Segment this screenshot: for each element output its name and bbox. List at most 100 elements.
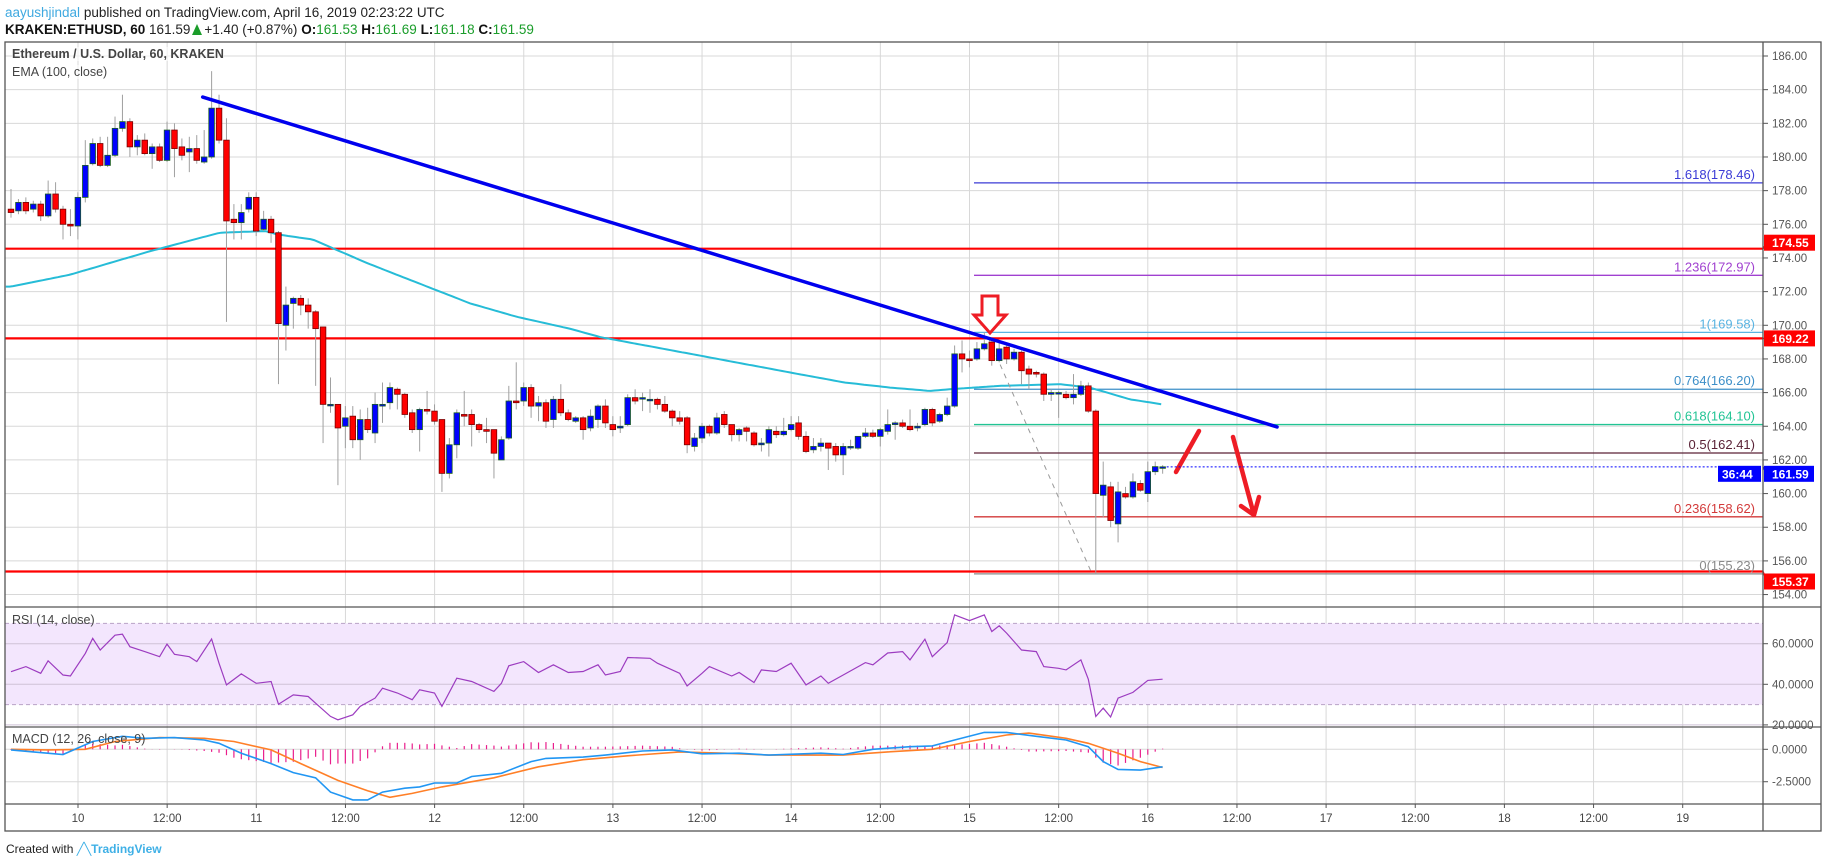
- candle-body: [1070, 393, 1077, 399]
- macd-tick-label: 0.0000: [1772, 744, 1807, 756]
- candle: [743, 426, 750, 442]
- candle: [319, 326, 327, 444]
- candle-body: [275, 232, 282, 324]
- price-tick-label: 174.00: [1772, 253, 1807, 265]
- candle-body: [565, 412, 572, 420]
- candle: [193, 135, 200, 164]
- rsi-tick-label: 40.0000: [1772, 679, 1814, 691]
- candle-body: [646, 398, 654, 402]
- candle-body: [995, 348, 1003, 362]
- candle-body: [639, 397, 646, 400]
- candle: [30, 200, 37, 213]
- price-tag-label: 174.55: [1772, 236, 1809, 250]
- macd-signal-line: [10, 732, 1163, 799]
- author-link[interactable]: aayushjindal: [5, 5, 81, 20]
- candle: [758, 438, 765, 452]
- candle-body: [691, 437, 698, 447]
- price-tick-label: 158.00: [1772, 522, 1807, 534]
- candle-body: [505, 400, 513, 439]
- candle: [290, 296, 297, 329]
- candle: [104, 136, 111, 168]
- candle-body: [728, 424, 735, 436]
- candle-body: [252, 196, 260, 232]
- candle-body: [765, 429, 773, 444]
- candle: [862, 427, 869, 439]
- candle: [1085, 382, 1092, 413]
- candle-body: [30, 203, 37, 210]
- candle-body: [1048, 392, 1055, 395]
- candle-body: [951, 353, 958, 407]
- candle: [304, 298, 312, 329]
- candle-body: [683, 417, 691, 446]
- candle-body: [498, 439, 505, 461]
- candle-body: [1137, 483, 1144, 491]
- x-tick-label: 18: [1498, 813, 1511, 825]
- candle: [111, 116, 119, 157]
- candle: [527, 384, 535, 418]
- ema-legend[interactable]: EMA (100, close): [12, 65, 108, 79]
- candle-body: [342, 417, 349, 427]
- candle-body: [304, 304, 312, 313]
- candle: [364, 407, 371, 433]
- candle-body: [245, 196, 252, 210]
- candle: [669, 409, 676, 427]
- candle-body: [163, 129, 171, 161]
- candle-body: [817, 442, 825, 447]
- candle-body: [825, 442, 832, 449]
- fib-level-label: 1.236(172.97): [1674, 259, 1755, 274]
- fib-level-label: 0.618(164.10): [1674, 409, 1755, 424]
- candle-body: [877, 429, 884, 437]
- candle: [67, 209, 74, 237]
- candle: [936, 412, 943, 423]
- x-tick-label: 11: [250, 813, 262, 825]
- chart-frame: [4, 41, 1822, 832]
- macd-legend[interactable]: MACD (12, 26, close, 9): [12, 732, 146, 746]
- candle-body: [958, 353, 966, 360]
- candle: [334, 403, 342, 486]
- candle-body: [282, 304, 290, 326]
- candle: [795, 416, 802, 440]
- candle: [825, 442, 832, 471]
- candle-body: [438, 419, 446, 474]
- x-tick-label: 12:00: [866, 813, 895, 825]
- candle-body: [446, 444, 453, 474]
- countdown-tag-bg: [1718, 465, 1761, 482]
- candle: [513, 362, 520, 410]
- fib-level-label: 0.236(158.62): [1674, 501, 1755, 516]
- trendline[interactable]: [200, 95, 1279, 429]
- tradingview-brand[interactable]: TradingView: [91, 842, 162, 856]
- candle: [490, 429, 498, 479]
- candle-body: [839, 446, 847, 456]
- candle-body: [319, 326, 327, 405]
- candle-body: [550, 398, 557, 420]
- up-triangle-icon: [192, 24, 203, 35]
- candle-body: [416, 409, 423, 431]
- candle-body: [527, 387, 535, 407]
- candle-body: [884, 424, 891, 432]
- candle-body: [141, 139, 148, 155]
- candle: [1144, 461, 1151, 502]
- candle: [839, 443, 847, 476]
- candle: [267, 215, 275, 243]
- candle: [929, 407, 936, 427]
- candle-body: [1092, 410, 1099, 494]
- price-tick-label: 180.00: [1772, 152, 1807, 164]
- candle: [847, 439, 854, 450]
- candle: [1070, 374, 1077, 405]
- candle-body: [468, 414, 475, 425]
- close-label: C:: [478, 22, 493, 37]
- candle: [7, 188, 15, 218]
- candle-body: [1033, 372, 1040, 375]
- rsi-legend[interactable]: RSI (14, close): [12, 613, 95, 627]
- candle: [141, 133, 148, 156]
- candle-body: [223, 139, 230, 222]
- candle: [148, 143, 156, 169]
- candle: [386, 382, 394, 410]
- bar-countdown: 36:44: [1722, 467, 1753, 481]
- candle-body: [208, 107, 215, 158]
- candle: [163, 121, 171, 163]
- candle-body: [1122, 493, 1129, 498]
- candle: [698, 422, 706, 444]
- candle-body: [706, 425, 713, 434]
